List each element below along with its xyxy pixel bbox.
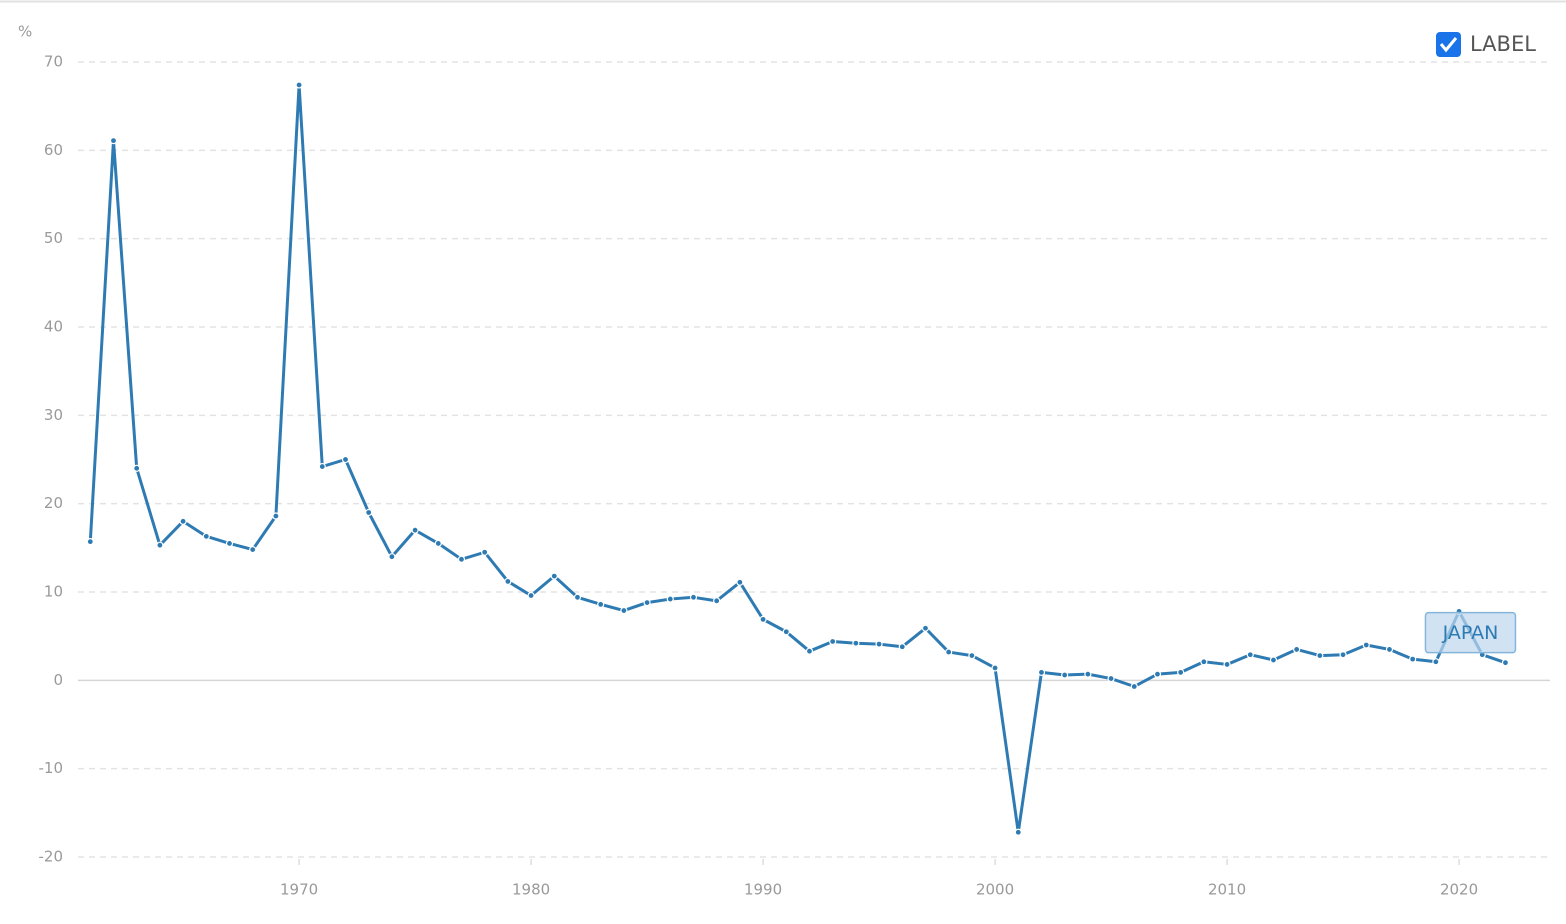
x-tick-label: 2020 (1440, 881, 1478, 899)
point (1223, 660, 1231, 669)
series-line (88, 83, 1506, 834)
point (736, 578, 744, 586)
x-tick-label: 2010 (1208, 881, 1246, 899)
point (1107, 674, 1115, 683)
point (968, 651, 976, 660)
point (1316, 651, 1324, 660)
point (1409, 655, 1417, 663)
toggle-label[interactable]: LABEL (1470, 32, 1536, 56)
point (156, 541, 164, 549)
y-tick-label: -20 (39, 848, 64, 866)
point (782, 628, 790, 636)
point (991, 664, 999, 672)
point (643, 598, 651, 607)
point (527, 591, 535, 600)
checkmark (1439, 37, 1458, 53)
point (1293, 645, 1301, 654)
point (759, 615, 767, 623)
point (1177, 668, 1185, 676)
point (434, 539, 442, 548)
point (1130, 682, 1138, 691)
point (875, 640, 883, 648)
y-tick-label: 0 (53, 671, 63, 689)
point (550, 572, 558, 580)
point (1037, 668, 1046, 676)
point (295, 81, 303, 89)
point (852, 639, 860, 647)
point (388, 553, 396, 561)
point (666, 595, 674, 603)
point (1339, 651, 1347, 659)
point (1200, 658, 1208, 666)
point (1385, 645, 1394, 654)
series-label: JAPAN (1442, 622, 1499, 644)
point (133, 464, 141, 472)
y-tick-label: 50 (44, 229, 63, 247)
label-toggle[interactable]: LABEL (1436, 32, 1536, 57)
point (457, 555, 466, 563)
point (805, 647, 814, 655)
point (365, 508, 373, 517)
y-tick-label: -10 (39, 759, 64, 777)
series-label-box (1424, 611, 1517, 654)
point (945, 648, 953, 656)
point (713, 597, 721, 605)
point (1269, 656, 1278, 664)
y-tick-label: 70 (44, 53, 63, 71)
point (573, 593, 582, 601)
y-tick-label: 40 (44, 318, 63, 336)
point (1084, 670, 1092, 678)
point (1432, 658, 1440, 666)
x-tick-label: 1990 (744, 881, 782, 899)
point (411, 526, 419, 534)
point (86, 538, 94, 546)
checkbox[interactable] (1436, 32, 1461, 57)
point (341, 455, 350, 464)
point (202, 532, 210, 540)
point (597, 600, 605, 608)
point (318, 462, 326, 471)
point (225, 539, 234, 548)
y-tick-label: 10 (44, 583, 63, 601)
point (898, 643, 906, 651)
point (1061, 671, 1069, 679)
y-tick-label: 20 (44, 494, 63, 512)
point (689, 593, 698, 601)
point (1014, 828, 1022, 836)
point (1246, 651, 1254, 659)
point (620, 606, 628, 615)
point (109, 137, 118, 145)
point (1153, 670, 1162, 678)
point (829, 637, 837, 646)
point (249, 545, 257, 554)
point (1362, 641, 1370, 649)
point (1501, 659, 1510, 667)
x-tick-label: 1970 (280, 881, 318, 899)
point (921, 624, 930, 632)
y-unit-label: % (18, 23, 32, 41)
y-tick-label: 60 (44, 141, 63, 159)
point (481, 548, 489, 556)
y-tick-label: 30 (44, 406, 63, 424)
point (272, 512, 280, 520)
point (179, 517, 187, 525)
x-tick-label: 1980 (512, 881, 550, 899)
x-tick-label: 2000 (976, 881, 1014, 899)
point (504, 577, 512, 586)
